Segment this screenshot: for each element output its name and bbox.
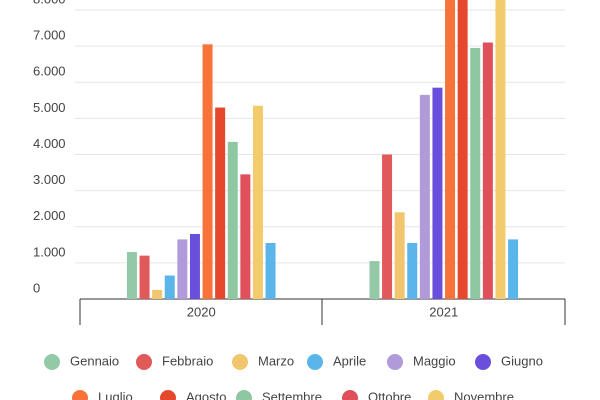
bar: [252, 105, 263, 299]
legend-label: Marzo: [258, 353, 294, 368]
legend-marker: [72, 390, 88, 400]
y-tick-label: 1.000: [33, 244, 66, 259]
bar: [202, 44, 213, 299]
bar: [227, 141, 238, 299]
legend-label: Novembre: [454, 389, 514, 400]
bar: [164, 275, 175, 299]
bar: [240, 174, 251, 299]
bar: [215, 107, 226, 299]
y-tick-label: 3.000: [33, 172, 66, 187]
legend-marker: [136, 354, 152, 370]
y-tick-label: 6.000: [33, 64, 66, 79]
legend-label: Settembre: [262, 389, 322, 400]
bar: [189, 233, 200, 299]
legend-label: Ottobre: [368, 389, 411, 400]
bar: [152, 289, 163, 299]
bar: [394, 212, 405, 299]
legend-label: Febbraio: [162, 353, 213, 368]
bar: [407, 243, 418, 299]
legend-marker: [475, 354, 491, 370]
legend-marker: [387, 354, 403, 370]
legend-label: Luglio: [98, 389, 133, 400]
legend-marker: [428, 390, 444, 400]
bar: [382, 154, 393, 299]
legend-marker: [307, 354, 323, 370]
bar: [470, 47, 481, 300]
y-tick-label: 0: [33, 280, 40, 295]
bar: [432, 87, 443, 299]
x-tick-label: 2021: [429, 304, 458, 319]
legend-label: Giugno: [501, 353, 543, 368]
legend-marker: [160, 390, 176, 400]
legend-label: Gennaio: [70, 353, 119, 368]
legend-marker: [232, 354, 248, 370]
y-tick-label: 7.000: [33, 28, 66, 43]
x-tick-label: 2020: [187, 304, 216, 319]
legend-label: Maggio: [413, 353, 456, 368]
y-tick-label: 8.000: [33, 0, 66, 6]
legend-marker: [236, 390, 252, 400]
y-tick-label: 5.000: [33, 100, 66, 115]
bar: [265, 243, 276, 299]
bar: [508, 239, 519, 299]
legend-marker: [342, 390, 358, 400]
legend-label: Agosto: [186, 389, 226, 400]
bar: [482, 42, 493, 299]
y-tick-label: 2.000: [33, 208, 66, 223]
bar: [177, 239, 188, 299]
legend-marker: [44, 354, 60, 370]
bar: [457, 0, 468, 299]
legend-label: Aprile: [333, 353, 366, 368]
bar: [126, 252, 137, 299]
y-tick-label: 4.000: [33, 136, 66, 151]
bar: [445, 0, 456, 299]
bar: [495, 0, 506, 299]
bar: [419, 94, 430, 299]
bar: [139, 255, 150, 299]
bar: [369, 261, 380, 299]
